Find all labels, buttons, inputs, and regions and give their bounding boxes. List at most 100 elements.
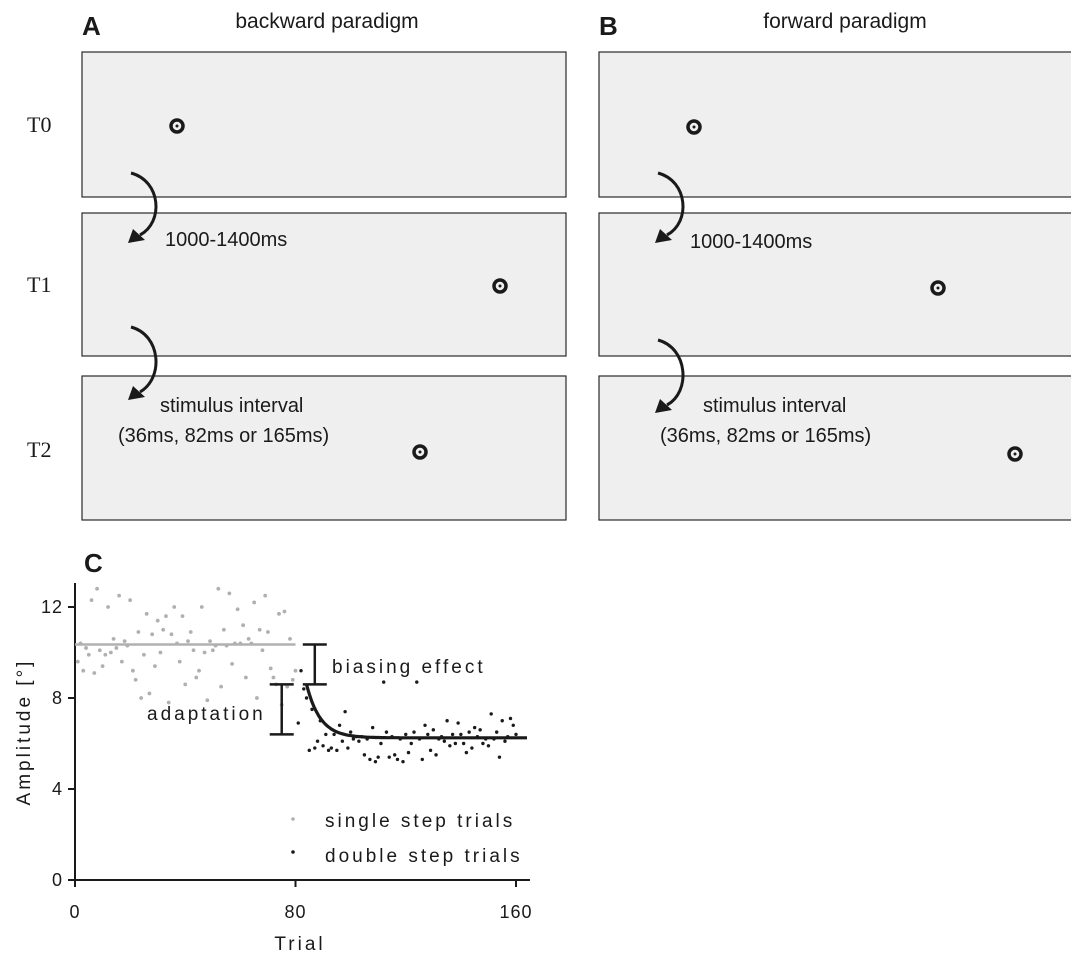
single-step-point: [177, 659, 182, 664]
single-step-point: [257, 627, 262, 632]
double-step-fit-curve: [304, 683, 527, 740]
double-step-point: [326, 748, 331, 753]
panel-c: C 0 4 8 12 0 80 160 Trial Amplitude [°] biasin…: [14, 548, 532, 955]
x-axis-title: Trial: [274, 934, 325, 955]
panel-letter-b: B: [599, 11, 618, 41]
single-step-point: [285, 684, 290, 689]
double-step-point: [456, 721, 460, 725]
single-step-point: [243, 675, 248, 680]
single-step-point: [150, 632, 155, 637]
double-step-point: [307, 748, 311, 753]
double-step-point: [315, 739, 320, 743]
double-step-point: [296, 721, 300, 725]
single-step-point: [108, 650, 113, 655]
single-step-point: [117, 593, 121, 598]
double-step-point: [506, 734, 510, 739]
y-tick-label: 8: [52, 688, 63, 708]
single-step-point: [230, 661, 235, 666]
double-step-point: [420, 757, 424, 762]
curved-arrow-icon: [655, 338, 685, 413]
double-step-point: [390, 734, 394, 739]
double-step-point: [415, 680, 419, 684]
adaptation-bracket: [269, 683, 294, 736]
fixation-target-icon: [169, 118, 185, 134]
single-step-point: [147, 691, 152, 696]
double-step-point: [318, 719, 323, 723]
double-step-point: [335, 748, 339, 753]
single-step-point: [84, 646, 88, 650]
row-label-t2: T2: [27, 437, 51, 462]
double-step-point: [376, 755, 380, 759]
double-step-point: [365, 737, 369, 741]
single-step-point: [128, 598, 133, 603]
double-step-point: [343, 709, 347, 714]
single-step-point: [241, 623, 246, 628]
double-step-point: [387, 755, 391, 759]
single-step-point: [221, 627, 226, 632]
double-step-point: [437, 737, 441, 741]
single-step-point: [119, 659, 124, 664]
double-step-point: [393, 753, 397, 757]
double-step-point: [299, 669, 303, 673]
curved-arrow-icon: [128, 325, 158, 400]
single-step-point: [202, 650, 207, 655]
single-step-point: [238, 641, 243, 646]
single-step-point: [197, 668, 201, 673]
single-step-point: [180, 614, 185, 618]
single-step-point: [186, 639, 190, 644]
single-step-point: [252, 600, 257, 605]
double-step-point: [384, 730, 389, 734]
panel-letter-a: A: [82, 11, 101, 41]
double-step-point: [461, 741, 466, 746]
double-step-point: [348, 730, 353, 734]
double-step-point: [439, 734, 444, 739]
double-step-point: [329, 746, 334, 750]
single-step-point: [97, 648, 102, 653]
double-step-point: [395, 757, 400, 762]
single-step-point: [277, 611, 281, 616]
double-step-point: [497, 755, 502, 759]
double-step-point: [448, 744, 452, 748]
double-step-point: [354, 734, 358, 739]
single-step-point: [133, 677, 138, 682]
screen-a-t2: [81, 375, 567, 521]
x-tick-label: 80: [284, 902, 306, 922]
fixation-target-icon: [686, 119, 702, 135]
single-step-point: [235, 607, 240, 612]
double-step-point: [337, 723, 342, 727]
double-step-point: [382, 680, 386, 684]
single-step-point: [106, 605, 110, 609]
x-tick-label: 160: [499, 902, 532, 922]
single-step-point: [232, 641, 237, 646]
double-step-point: [351, 737, 356, 741]
double-step-point: [486, 744, 491, 748]
panel-b: B forward paradigm 1000-1400ms stimulus …: [598, 10, 1071, 521]
legend-marker-single: [291, 817, 295, 821]
single-step-point: [139, 696, 144, 700]
single-step-point: [268, 666, 273, 671]
double-step-point: [478, 728, 482, 732]
single-step-point: [130, 668, 135, 673]
double-step-point: [302, 687, 306, 691]
double-step-point: [324, 732, 328, 737]
single-step-point: [183, 682, 188, 687]
y-tick-label: 0: [52, 870, 63, 890]
double-step-point: [304, 696, 309, 700]
double-step-point: [357, 739, 361, 743]
double-step-point: [442, 739, 447, 743]
annotation-biasing-effect: biasing effect: [332, 657, 486, 678]
double-step-point: [373, 760, 378, 764]
double-step-point: [483, 737, 488, 741]
panel-b-title: forward paradigm: [763, 10, 926, 33]
single-step-point: [213, 643, 218, 648]
legend-marker-double: [291, 850, 295, 854]
single-step-point: [78, 641, 83, 646]
single-step-point: [169, 632, 174, 637]
single-step-point: [95, 586, 99, 591]
legend-double-step: double step trials: [325, 846, 523, 867]
double-step-point: [511, 723, 515, 727]
fixation-target-icon: [492, 278, 508, 294]
double-step-point: [495, 730, 499, 734]
double-step-point: [459, 732, 463, 737]
double-step-point: [514, 732, 518, 737]
